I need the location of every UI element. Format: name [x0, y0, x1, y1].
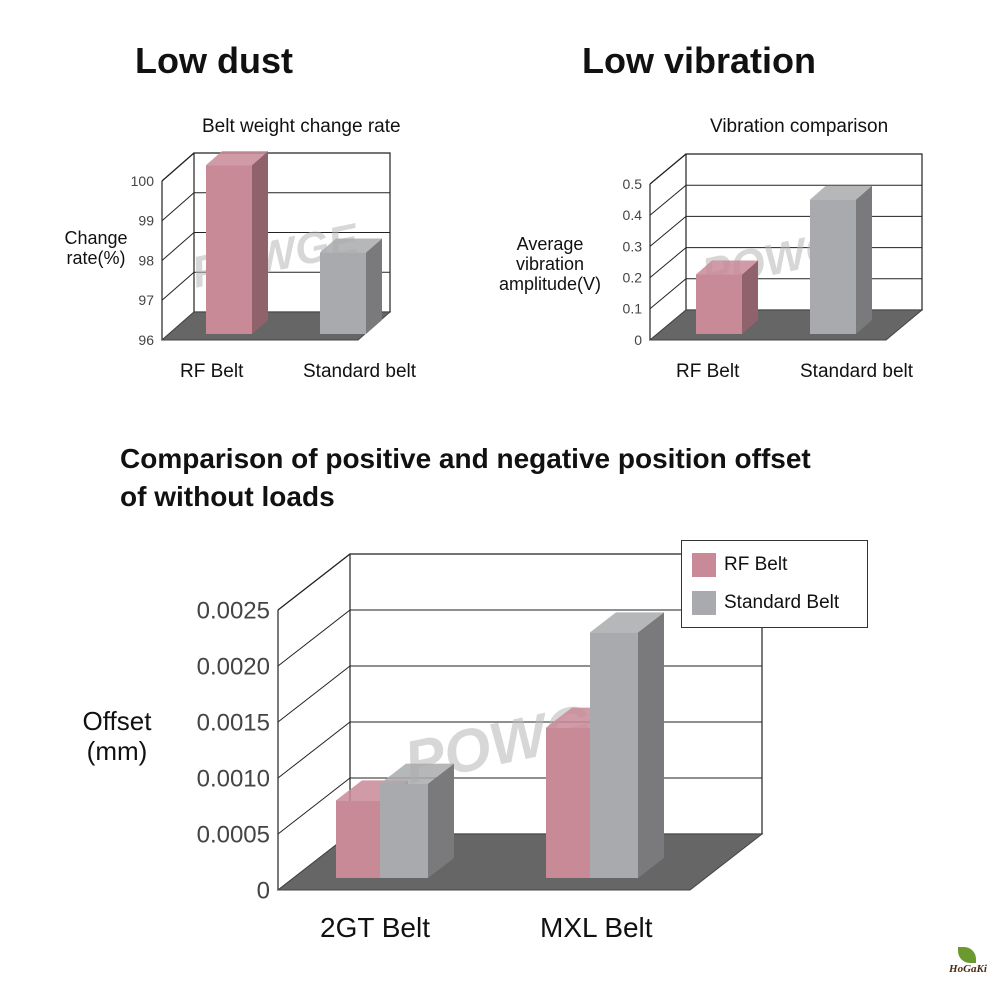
bar: [546, 727, 592, 878]
bar-top: [696, 260, 758, 275]
legend-item: Standard Belt: [692, 591, 839, 615]
chart3-category-label: 2GT Belt: [320, 912, 430, 943]
chart1-gridline: [161, 232, 390, 261]
chart2-tick-label: 0.5: [623, 176, 643, 192]
chart3-ylabel-line: Offset: [82, 706, 152, 736]
bar-top: [810, 185, 872, 200]
chart3-tick-label: 0.0015: [197, 709, 270, 736]
chart2-tick-label: 0: [634, 332, 642, 348]
bar-side: [856, 185, 872, 334]
bar: [320, 252, 366, 334]
chart1-title: Belt weight change rate: [202, 116, 401, 137]
bar: [206, 165, 252, 334]
chart2-gridline: [649, 184, 922, 216]
chart3-gridline: [277, 553, 762, 611]
heading-low-vibration: Low vibration: [582, 40, 816, 81]
chart2-tick-label: 0.1: [623, 301, 643, 317]
bar-side: [252, 151, 268, 334]
chart1-tick-label: 98: [138, 252, 154, 268]
chart1-tick-label: 96: [138, 332, 154, 348]
bar-top: [590, 612, 664, 633]
leaf-icon: [958, 947, 976, 963]
chart1-ylabel: Change rate(%): [50, 228, 142, 268]
chart1-ylabel-line: Change: [64, 228, 128, 248]
chart2-ylabel-line: amplitude(V): [498, 274, 602, 294]
chart1-category-label: Standard belt: [303, 361, 417, 382]
legend-label: RF Belt: [724, 554, 788, 575]
bar: [590, 632, 638, 878]
legend-swatch-rf: [692, 553, 716, 577]
bar-top: [380, 763, 454, 784]
bar-side: [428, 763, 454, 878]
chart2-ylabel: Average vibration amplitude(V): [482, 234, 618, 294]
heading-low-dust: Low dust: [135, 40, 293, 81]
chart3-tick-label: 0: [257, 877, 270, 904]
chart3-tick-label: 0.0020: [197, 653, 270, 680]
chart1-category-label: RF Belt: [180, 361, 244, 382]
bar-top: [206, 151, 268, 166]
chart3-tick-label: 0.0010: [197, 765, 270, 792]
chart2-category-label: RF Belt: [676, 361, 740, 382]
logo-text: HoGaKi: [949, 963, 987, 975]
bar-side: [638, 612, 664, 878]
chart3-ylabel: Offset (mm): [62, 706, 172, 766]
chart3-title-line: of without loads: [120, 481, 335, 512]
chart1-tick-label: 99: [138, 213, 154, 229]
brand-logo: HoGaKi: [940, 945, 996, 989]
chart3-legend: RF Belt Standard Belt: [681, 540, 868, 628]
chart1-gridline: [161, 192, 390, 222]
chart3-tick-label: 0.0005: [197, 821, 270, 848]
chart2-floor: [648, 309, 924, 341]
bar: [380, 783, 428, 878]
bar-side: [742, 260, 758, 334]
bar: [336, 800, 382, 878]
chart2-title: Vibration comparison: [710, 116, 889, 137]
bar-top: [320, 238, 382, 253]
chart2-gridline: [649, 153, 922, 185]
chart1-gridline: [161, 152, 390, 182]
chart1-tick-label: 97: [138, 292, 154, 308]
bar: [696, 274, 742, 334]
chart1-tick-label: 100: [131, 173, 155, 189]
legend-item: RF Belt: [692, 553, 787, 577]
chart3-tick-label: 0.0025: [197, 597, 270, 624]
bar: [810, 199, 856, 334]
chart3-title: Comparison of positive and negative posi…: [120, 440, 920, 516]
bar-side: [366, 238, 382, 334]
chart2-tick-label: 0.2: [623, 270, 643, 286]
legend-swatch-standard: [692, 591, 716, 615]
chart1-ylabel-line: rate(%): [66, 248, 126, 268]
chart3-category-label: MXL Belt: [540, 912, 653, 943]
chart2-ylabel-line: Average: [516, 234, 584, 254]
legend-label: Standard Belt: [724, 592, 840, 613]
chart2-tick-label: 0.4: [623, 207, 643, 223]
chart3-ylabel-line: (mm): [86, 736, 148, 766]
chart2-ylabel-line: vibration: [515, 254, 585, 274]
chart3-title-line: Comparison of positive and negative posi…: [120, 443, 811, 474]
chart2-tick-label: 0.3: [623, 238, 643, 254]
chart3-gridline: [277, 609, 762, 667]
chart2-category-label: Standard belt: [800, 361, 914, 382]
